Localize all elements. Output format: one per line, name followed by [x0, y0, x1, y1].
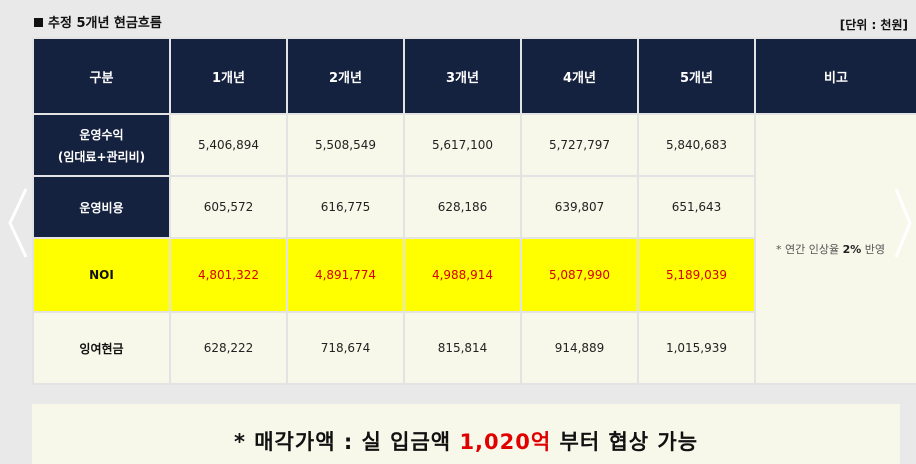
column-header: 3개년	[403, 37, 522, 115]
row-label: 운영비용	[32, 175, 171, 239]
table-cell: 5,617,100	[403, 113, 522, 177]
table-cell: 4,891,774	[286, 237, 405, 313]
row-label: NOI	[32, 237, 171, 313]
section-title-text: 추정 5개년 현금흐름	[48, 16, 162, 31]
banner-amount: 1,020억	[459, 430, 552, 454]
column-header: 5개년	[637, 37, 756, 115]
square-bullet-icon	[34, 18, 43, 27]
cashflow-table: 구분 1개년 2개년 3개년 4개년 5개년 비고 운영수익 (임대료+관리비)…	[32, 37, 916, 385]
table-cell: 1,015,939	[637, 311, 756, 385]
table-cell: 5,087,990	[520, 237, 639, 313]
table-cell: 628,186	[403, 175, 522, 239]
banner-text: * 매각가액 : 실 입금액 1,020억 부터 협상 가능	[32, 426, 900, 456]
unit-label: [단위 : 천원]	[839, 18, 908, 32]
table-row-noi: NOI 4,801,322 4,891,774 4,988,914 5,087,…	[32, 237, 916, 313]
remark-rate: 2%	[842, 243, 862, 256]
column-header: 4개년	[520, 37, 639, 115]
table-cell: 5,508,549	[286, 113, 405, 177]
row-label: 운영수익 (임대료+관리비)	[32, 113, 171, 177]
table-cell: 5,189,039	[637, 237, 756, 313]
chevron-left-icon[interactable]	[4, 183, 30, 263]
table-cell: 4,988,914	[403, 237, 522, 313]
row-label-line1: 운영수익	[79, 127, 124, 142]
column-header: 2개년	[286, 37, 405, 115]
table-cell: 914,889	[520, 311, 639, 385]
table-cell: 628,222	[169, 311, 288, 385]
banner-prefix: * 매각가액 : 실 입금액	[233, 430, 452, 454]
row-label: 잉여현금	[32, 311, 171, 385]
row-label-line2: (임대료+관리비)	[57, 149, 146, 164]
table-cell: 718,674	[286, 311, 405, 385]
table-cell: 4,801,322	[169, 237, 288, 313]
banner-suffix: 부터 협상 가능	[559, 430, 699, 454]
table-cell: 605,572	[169, 175, 288, 239]
section-title: 추정 5개년 현금흐름	[34, 12, 162, 31]
table-cell: 5,840,683	[637, 113, 756, 177]
table-row: 잉여현금 628,222 718,674 815,814 914,889 1,0…	[32, 311, 916, 385]
table-cell: 616,775	[286, 175, 405, 239]
remark-prefix: * 연간 인상율	[776, 243, 840, 256]
table-cell: 651,643	[637, 175, 756, 239]
sale-price-banner: * 매각가액 : 실 입금액 1,020억 부터 협상 가능	[32, 404, 900, 464]
chevron-right-icon[interactable]	[890, 183, 916, 263]
column-header: 1개년	[169, 37, 288, 115]
table-cell: 5,406,894	[169, 113, 288, 177]
remark-cell: * 연간 인상율 2% 반영	[754, 113, 916, 385]
table-cell: 639,807	[520, 175, 639, 239]
table-cell: 815,814	[403, 311, 522, 385]
column-header: 비고	[754, 37, 916, 115]
table-row: 운영수익 (임대료+관리비) 5,406,894 5,508,549 5,617…	[32, 113, 916, 385]
table-header-row: 구분 1개년 2개년 3개년 4개년 5개년 비고	[32, 37, 916, 115]
remark-suffix: 반영	[864, 243, 886, 256]
table-cell: 5,727,797	[520, 113, 639, 177]
table-row: 운영비용 605,572 616,775 628,186 639,807 651…	[32, 175, 916, 239]
column-header: 구분	[32, 37, 171, 115]
